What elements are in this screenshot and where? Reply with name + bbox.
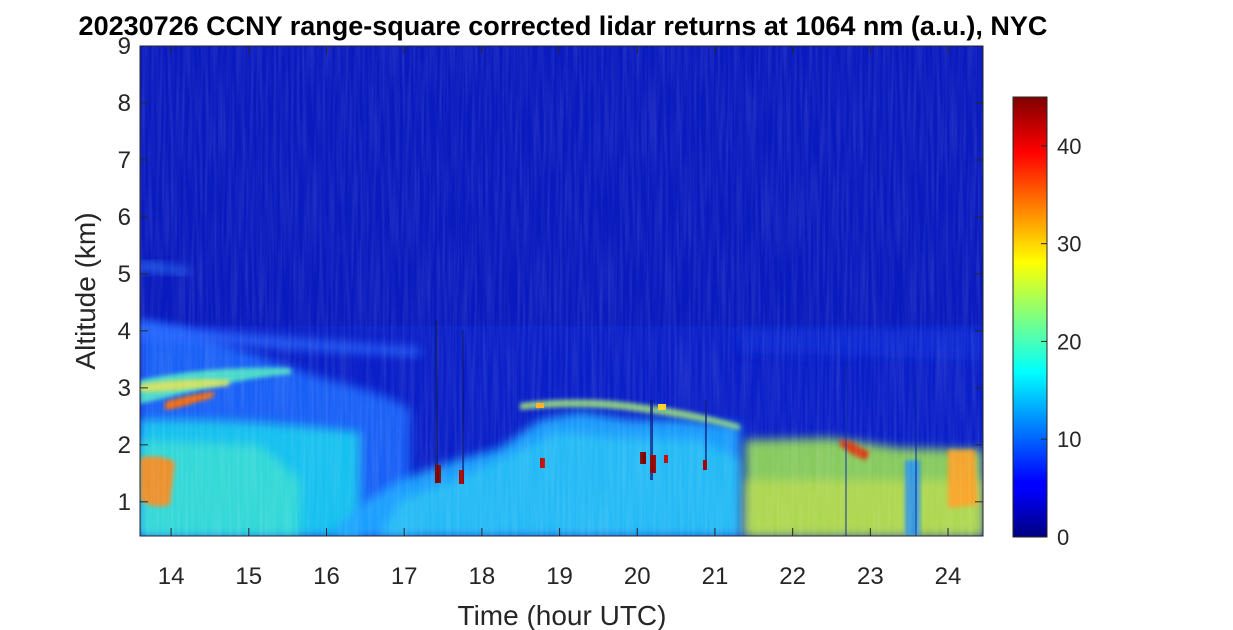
- chart-title: 20230726 CCNY range-square corrected lid…: [79, 11, 1048, 41]
- y-tick-label: 1: [118, 489, 131, 516]
- colorbar-tick-label: 20: [1057, 329, 1081, 354]
- x-tick-label: 22: [779, 563, 806, 590]
- y-tick-label: 7: [118, 147, 131, 174]
- heatmap: [140, 46, 983, 536]
- heatmap-texture: [140, 46, 983, 536]
- x-axis-label: Time (hour UTC): [458, 600, 667, 630]
- colorbar: 0 10 20 30 40: [1012, 96, 1081, 550]
- y-tick-label: 2: [118, 432, 131, 459]
- colorbar-gradient: [1012, 96, 1048, 538]
- colorbar-tick-label: 40: [1057, 134, 1081, 159]
- x-tick-label: 21: [702, 563, 729, 590]
- x-tick-label: 23: [857, 563, 884, 590]
- y-axis-label: Altitude (km): [70, 212, 101, 369]
- y-axis: 1 2 3 4 5 6 7 8 9: [118, 33, 983, 516]
- y-tick-label: 6: [118, 204, 131, 231]
- colorbar-tick-label: 10: [1057, 427, 1081, 452]
- x-tick-label: 19: [546, 563, 573, 590]
- y-tick-label: 4: [118, 318, 131, 345]
- x-tick-label: 17: [391, 563, 418, 590]
- x-tick-label: 20: [624, 563, 651, 590]
- x-tick-label: 16: [313, 563, 340, 590]
- y-tick-label: 9: [118, 33, 131, 60]
- y-tick-label: 8: [118, 90, 131, 117]
- x-tick-label: 14: [158, 563, 185, 590]
- colorbar-ticks: 0 10 20 30 40: [1041, 134, 1081, 550]
- colorbar-tick-label: 30: [1057, 232, 1081, 257]
- x-tick-label: 15: [235, 563, 262, 590]
- x-axis: 14 15 16 17 18 19 20 21 22 23 24: [158, 46, 962, 590]
- colorbar-tick-label: 0: [1057, 525, 1069, 550]
- x-tick-label: 24: [935, 563, 962, 590]
- y-tick-label: 3: [118, 375, 131, 402]
- plot-frame: [139, 45, 984, 537]
- y-tick-label: 5: [118, 261, 131, 288]
- x-tick-label: 18: [469, 563, 496, 590]
